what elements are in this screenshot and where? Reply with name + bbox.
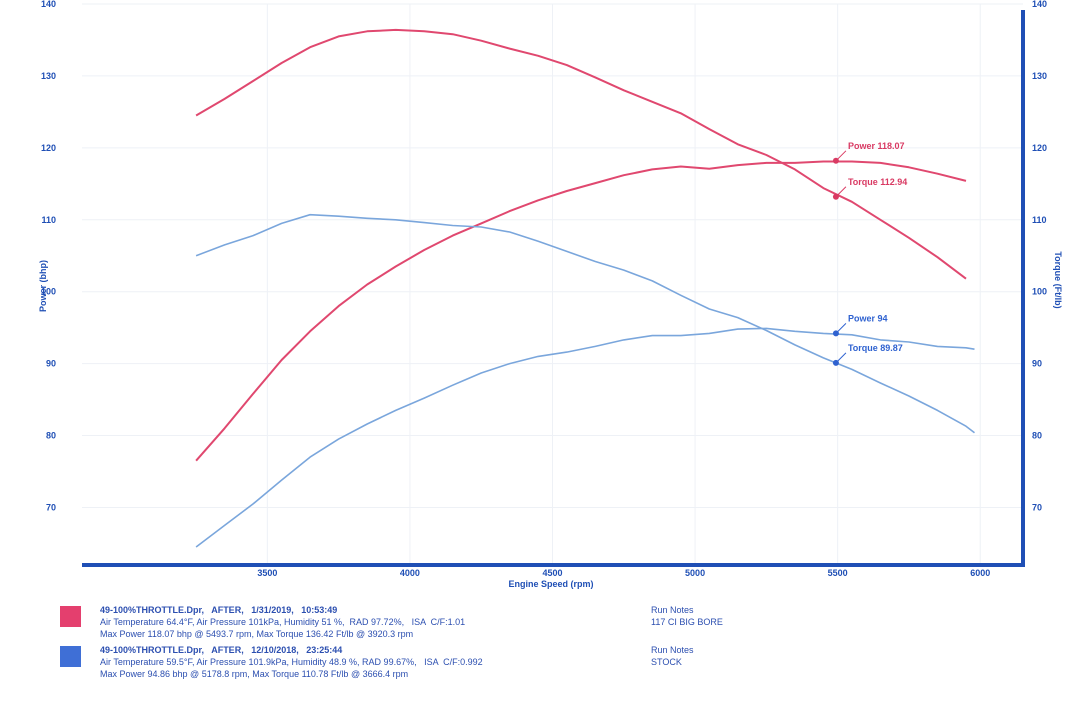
series-lines — [195, 28, 975, 548]
legend-swatch-stock — [60, 646, 81, 667]
legend-after-run-line: 49-100%THROTTLE.Dpr, AFTER, 1/31/2019, 1… — [100, 605, 338, 615]
legend-stock-conditions: Air Temperature 59.5°F, Air Pressure 101… — [100, 657, 483, 667]
legend-stock-notes-title: Run Notes — [651, 645, 694, 655]
y-tick-label-right: 70 — [1032, 502, 1042, 512]
annotation-leader — [835, 186, 847, 198]
y-tick-label-right: 90 — [1032, 359, 1042, 369]
annotation-leader — [835, 352, 847, 364]
annotations: Power 118.07 Torque 112.94 Power 94 Torque … — [832, 141, 907, 366]
x-tick-label: 5000 — [685, 568, 705, 578]
x-tick-label: 4500 — [542, 568, 562, 578]
legend-after-notes-value: 117 CI BIG BORE — [651, 617, 723, 627]
x-tick-label: 3500 — [257, 568, 277, 578]
y-tick-label-right: 100 — [1032, 287, 1047, 297]
series-line-stock-torque — [195, 213, 975, 434]
series-line-stock-power — [195, 327, 975, 548]
axes — [82, 10, 1025, 567]
y-tick-label-left: 90 — [46, 359, 56, 369]
y-tick-label-right: 130 — [1032, 71, 1047, 81]
annotation-leader — [835, 150, 847, 162]
y-tick-label-left: 70 — [46, 502, 56, 512]
x-tick-label: 4000 — [400, 568, 420, 578]
legend-after-conditions: Air Temperature 64.4°F, Air Pressure 101… — [100, 617, 466, 627]
y-tick-label-left: 100 — [41, 287, 56, 297]
x-tick-label: 5500 — [828, 568, 848, 578]
annotation-label: Power 94 — [848, 313, 888, 323]
y-tick-label-left: 80 — [46, 431, 56, 441]
x-axis-title: Engine Speed (rpm) — [508, 579, 593, 589]
y-tick-label-right: 120 — [1032, 143, 1047, 153]
y-tick-label-right: 80 — [1032, 431, 1042, 441]
x-tick-label: 6000 — [970, 568, 990, 578]
y-axis-left-title: Power (bhp) — [38, 260, 48, 312]
y-tick-label-right: 140 — [1032, 0, 1047, 9]
y-tick-label-left: 110 — [41, 215, 56, 225]
annotation-leader — [835, 323, 847, 334]
legend-stock-max-values: Max Power 94.86 bhp @ 5178.8 rpm, Max To… — [100, 669, 409, 679]
y-axis-right-title: Torque (Ft/lb) — [1053, 251, 1063, 308]
series-line-after-power — [195, 160, 967, 462]
annotation-label: Torque 89.87 — [848, 343, 903, 353]
legend-after-max-values: Max Power 118.07 bhp @ 5493.7 rpm, Max T… — [100, 629, 414, 639]
legend-stock-notes-value: STOCK — [651, 657, 682, 667]
tick-labels: 3500 4000 4500 5000 5500 6000 70 70 80 80 90 90 100 1… — [41, 0, 1047, 578]
legend-swatch-after — [60, 606, 81, 627]
y-tick-label-left: 130 — [41, 71, 56, 81]
legend-after-notes-title: Run Notes — [651, 605, 694, 615]
annotation-label: Torque 112.94 — [848, 177, 907, 187]
gridlines — [82, 3, 1023, 565]
y-tick-label-right: 110 — [1032, 215, 1047, 225]
series-line-after-torque — [195, 28, 967, 280]
legend-stock-run-line: 49-100%THROTTLE.Dpr, AFTER, 12/10/2018, … — [100, 645, 343, 655]
y-tick-label-left: 140 — [41, 0, 56, 9]
y-tick-label-left: 120 — [41, 143, 56, 153]
dyno-chart: 3500 4000 4500 5000 5500 6000 70 70 80 80 90 90 100 1… — [38, 0, 1063, 589]
annotation-label: Power 118.07 — [848, 141, 905, 151]
